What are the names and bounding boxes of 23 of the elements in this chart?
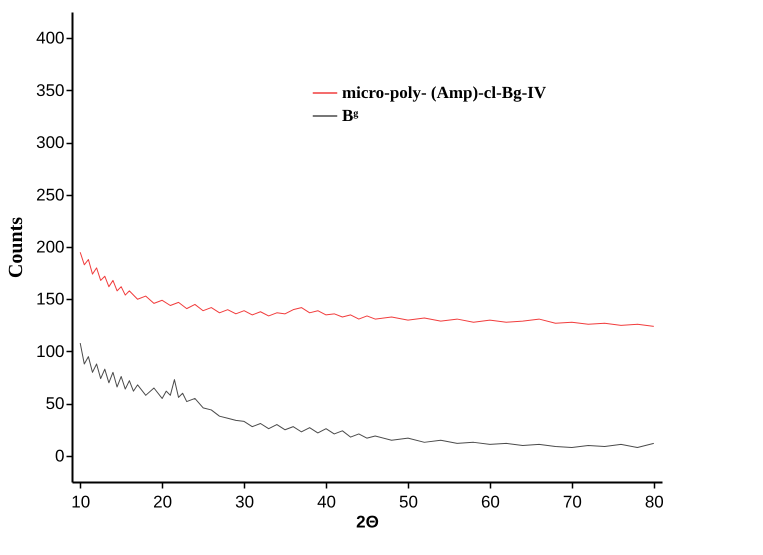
line-series (80, 252, 654, 327)
x-tick-label: 60 (480, 492, 500, 512)
x-tick-label: 50 (399, 492, 418, 512)
x-tick-label: 10 (71, 492, 90, 512)
y-tick-label: 100 (36, 342, 64, 361)
x-tick-label: 30 (235, 492, 254, 512)
x-tick-label: 20 (153, 492, 172, 512)
legend-label: Bᵍ (342, 106, 358, 125)
y-axis-title: Counts (5, 216, 28, 278)
y-tick-label: 0 (55, 446, 64, 466)
y-tick-label: 350 (36, 80, 64, 100)
y-tick-label: 400 (36, 28, 64, 48)
x-axis-title: 2Θ (356, 512, 379, 532)
line-series (80, 342, 654, 448)
y-tick-label: 150 (36, 290, 64, 309)
x-tick-label: 70 (562, 492, 582, 512)
x-tick-label: 40 (317, 492, 336, 512)
legend-label: micro-poly- (Amp)-cl-Bg-IV (342, 83, 547, 102)
y-tick-label: 50 (46, 394, 64, 414)
y-tick-label: 300 (36, 133, 64, 152)
y-tick-label: 200 (36, 238, 64, 256)
y-tick-label: 250 (36, 185, 64, 204)
x-tick-label: 80 (644, 492, 664, 512)
